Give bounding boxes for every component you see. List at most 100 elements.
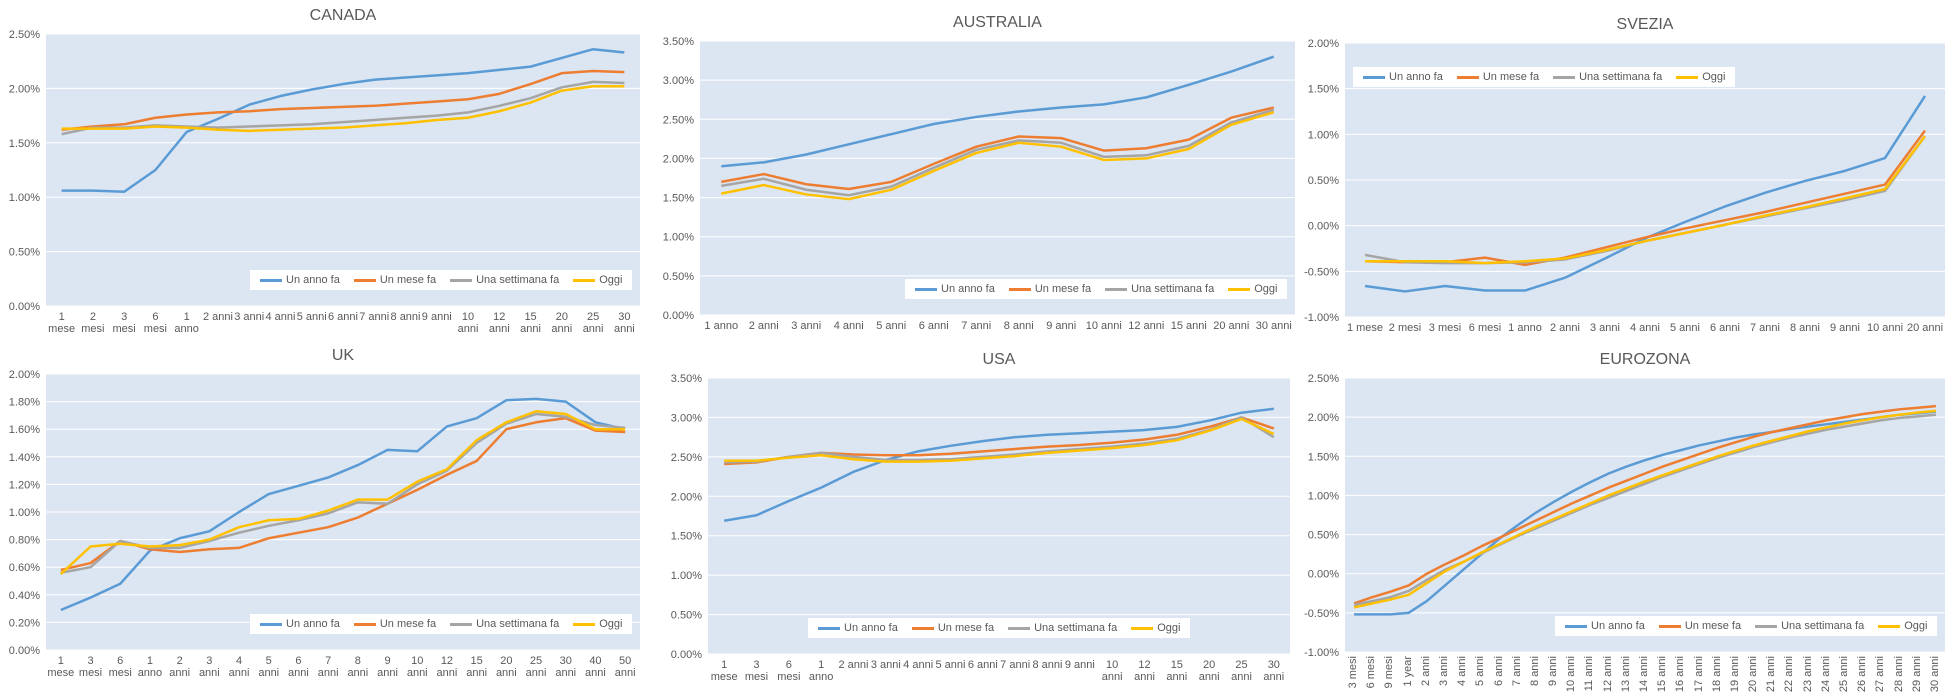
y-tick-label: 2.00%	[671, 491, 702, 503]
x-tick-label: 16 anni	[1674, 656, 1687, 693]
x-tick-label: 10 anni	[1085, 320, 1122, 332]
legend-item: Oggi	[573, 618, 622, 630]
legend-label: Un mese fa	[937, 622, 995, 634]
y-tick-label: 1.50%	[1308, 84, 1339, 96]
series-line	[1353, 404, 1937, 605]
y-tick-label: 1.50%	[663, 193, 694, 205]
x-tick-label: 3 anni	[1438, 656, 1450, 686]
chart-title: CANADA	[310, 7, 377, 24]
x-tick-label: 21 anni	[1765, 656, 1778, 693]
x-tick-label: 29 anni	[1910, 656, 1923, 693]
legend-swatch	[1363, 75, 1385, 79]
x-tick-label: 27 anni	[1874, 656, 1887, 693]
legend-swatch	[1553, 75, 1576, 79]
y-tick-label: 2.50%	[671, 452, 702, 464]
x-tick-label: 6 mesi	[1468, 322, 1502, 334]
x-tick-label: 24 anni	[1819, 656, 1832, 693]
x-tick-label: 5 anni	[935, 659, 966, 671]
legend-label: Oggi	[1702, 71, 1726, 83]
x-tick-label: 25 anni	[1231, 659, 1252, 683]
legend-item: Una settimana fa	[1105, 283, 1214, 295]
x-tick-label: 1 anno	[1508, 322, 1542, 334]
legend-item: Un anno fa	[1363, 71, 1443, 83]
legend: Un anno fa Un mese fa Una settimana fa Oggi	[1353, 67, 1736, 87]
y-tick-label: 0.00%	[1308, 221, 1339, 233]
x-tick-label: 15 anni	[520, 311, 541, 335]
legend-item: Un mese fa	[911, 622, 995, 634]
x-tick-label: 2 anni	[748, 320, 779, 332]
legend-swatch	[1676, 75, 1699, 79]
x-tick-label: 5 anni	[876, 320, 907, 332]
x-tick-label: 20 anni	[1747, 656, 1760, 693]
legend-swatch	[915, 287, 937, 291]
x-tick-label: 12 anni	[1134, 659, 1155, 683]
legend-label: Oggi	[1254, 283, 1278, 295]
legend-label: Una settimana fa	[476, 274, 560, 286]
x-tick-label: 6 anni	[967, 659, 998, 671]
y-tick-label: -1.00%	[1304, 312, 1339, 324]
legend-item: Un anno fa	[1565, 620, 1645, 632]
y-tick-label: 2.00%	[9, 83, 40, 95]
x-tick-label: 2 anni	[169, 655, 191, 679]
legend-label: Un anno fa	[1389, 71, 1443, 83]
series-line	[1353, 409, 1937, 609]
x-tick-label: 1 anno	[174, 311, 199, 335]
legend-label: Una settimana fa	[1034, 622, 1118, 634]
x-tick-label: 9 mesi	[1383, 656, 1396, 689]
y-tick-label: 3.00%	[671, 412, 702, 424]
legend: Un anno fa Un mese fa Una settimana fa Oggi	[1555, 616, 1938, 636]
y-tick-label: 2.00%	[9, 369, 40, 381]
legend-swatch	[260, 278, 282, 282]
legend-label: Oggi	[1157, 622, 1181, 634]
y-tick-label: 1.40%	[9, 452, 40, 464]
legend-swatch	[818, 626, 840, 630]
chart-title: AUSTRALIA	[953, 14, 1042, 31]
y-tick-label: 0.00%	[671, 649, 702, 661]
x-tick-label: 3 anni	[1590, 322, 1620, 334]
y-tick-label: 0.40%	[9, 590, 40, 602]
x-tick-label: 19 anni	[1728, 656, 1741, 693]
legend-label: Un anno fa	[941, 283, 995, 295]
y-tick-label: 1.20%	[9, 479, 40, 491]
x-tick-label: 1 mese	[47, 655, 75, 679]
x-tick-label: 12 anni	[1601, 656, 1614, 693]
y-tick-label: 0.00%	[1308, 569, 1339, 581]
y-tick-label: 2.50%	[663, 114, 694, 126]
legend-label: Oggi	[1904, 620, 1928, 632]
x-tick-label: 2 anni	[1419, 656, 1432, 686]
x-tick-label: 7 anni	[961, 320, 992, 332]
legend-swatch	[1008, 626, 1031, 630]
legend-swatch	[1228, 287, 1251, 291]
y-tick-label: 1.00%	[9, 507, 40, 519]
y-tick-label: 1.00%	[671, 570, 702, 582]
x-tick-label: 6 mesi	[777, 659, 801, 683]
legend-swatch	[1456, 75, 1479, 79]
x-tick-label: 7 anni	[1750, 322, 1780, 334]
legend-swatch	[450, 622, 473, 626]
x-tick-label: 4 anni	[833, 320, 864, 332]
y-tick-label: 0.50%	[1308, 530, 1339, 542]
y-tick-label: -1.00%	[1304, 647, 1339, 659]
x-tick-label: 30 anni	[1263, 659, 1285, 683]
y-tick-label: 0.00%	[9, 645, 40, 657]
legend-label: Un anno fa	[286, 274, 340, 286]
x-tick-label: 30 anni	[1255, 320, 1292, 332]
series-line	[721, 108, 1275, 197]
legend-item: Un mese fa	[1658, 620, 1741, 632]
y-tick-label: 0.60%	[9, 562, 40, 574]
x-tick-label: 1 mese	[48, 311, 76, 335]
legend: Un anno fa Un mese fa Una settimana fa Oggi	[250, 614, 633, 634]
y-tick-label: -0.50%	[1304, 266, 1339, 278]
legend-swatch	[573, 622, 596, 626]
x-tick-label: 15 anni	[1170, 320, 1207, 332]
x-tick-label: 25 anni	[525, 655, 547, 679]
legend-item: Oggi	[1676, 71, 1725, 83]
series-line	[724, 417, 1275, 463]
legend-swatch	[353, 622, 376, 626]
legend-item: Una settimana fa	[1553, 71, 1662, 83]
y-tick-label: 0.50%	[1308, 175, 1339, 187]
x-tick-label: 1 year	[1401, 656, 1414, 687]
x-tick-label: 2 mesi	[1388, 322, 1422, 334]
legend-swatch	[1008, 287, 1031, 291]
x-tick-label: 15 anni	[1656, 656, 1669, 693]
